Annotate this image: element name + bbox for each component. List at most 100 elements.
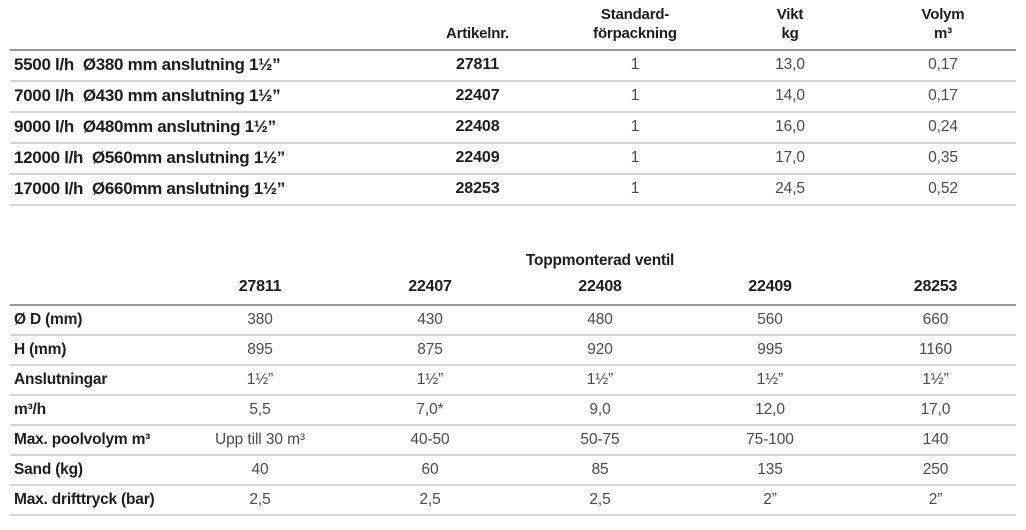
product-label: 7000 l/h Ø430 mm anslutning 1½” — [10, 80, 395, 113]
spec-col-header: 27811 — [175, 275, 345, 306]
product-row: 12000 l/h Ø560mm anslutning 1½” 22409 1 … — [10, 142, 1016, 175]
spec-value: 17,0 — [855, 394, 1016, 426]
spec-value: 9,0 — [515, 394, 685, 426]
weight-value: 24,5 — [710, 173, 870, 206]
spec-value: 2,5 — [515, 484, 685, 516]
spec-title-spacer — [175, 246, 345, 276]
spec-value: 995 — [685, 334, 855, 366]
artikelnr-value: 28253 — [395, 173, 560, 206]
artikelnr-value: 22407 — [395, 80, 560, 113]
spec-value: 12,0 — [685, 394, 855, 426]
spec-row: Max. poolvolym m³ Upp till 30 m³ 40-50 5… — [10, 424, 1016, 456]
spec-title-spacer — [685, 246, 855, 276]
col-header-artikelnr: Artikelnr. — [395, 0, 560, 51]
spec-value: 2,5 — [345, 484, 515, 516]
product-table-header-row: Artikelnr. Standard- förpackning Vikt kg… — [10, 0, 1016, 51]
spec-value: 1½” — [345, 364, 515, 396]
product-label: 17000 l/h Ø660mm anslutning 1½” — [10, 173, 395, 206]
spec-row: H (mm) 895 875 920 995 1160 — [10, 334, 1016, 366]
spec-title-spacer — [855, 246, 1016, 276]
spec-row: Sand (kg) 40 60 85 135 250 — [10, 454, 1016, 486]
artikelnr-value: 22408 — [395, 111, 560, 144]
artikelnr-value: 22409 — [395, 142, 560, 175]
product-row: 9000 l/h Ø480mm anslutning 1½” 22408 1 1… — [10, 111, 1016, 144]
spec-value: 560 — [685, 304, 855, 336]
product-label: 5500 l/h Ø380 mm anslutning 1½” — [10, 49, 395, 82]
spec-value: 5,5 — [175, 394, 345, 426]
volume-value: 0,17 — [870, 80, 1016, 113]
spec-value: 480 — [515, 304, 685, 336]
product-label: 12000 l/h Ø560mm anslutning 1½” — [10, 142, 395, 175]
spec-value: 7,0* — [345, 394, 515, 426]
product-row: 7000 l/h Ø430 mm anslutning 1½” 22407 1 … — [10, 80, 1016, 113]
spec-row-label: Max. drifttryck (bar) — [10, 484, 175, 516]
spec-col-header: 28253 — [855, 275, 1016, 306]
spec-col-header: 22408 — [515, 275, 685, 306]
spec-value: 40 — [175, 454, 345, 486]
volume-value: 0,24 — [870, 111, 1016, 144]
col-header-packaging-line2: förpackning — [593, 24, 677, 42]
col-header-volume: Volym m³ — [870, 0, 1016, 51]
spec-table-title: Toppmonterad ventil — [525, 251, 675, 269]
spec-row-label: H (mm) — [10, 334, 175, 366]
spec-value: 250 — [855, 454, 1016, 486]
spec-row: Max. drifttryck (bar) 2,5 2,5 2,5 2” 2” — [10, 484, 1016, 516]
spec-row: m³/h 5,5 7,0* 9,0 12,0 17,0 — [10, 394, 1016, 426]
spec-sheet-page: Artikelnr. Standard- förpackning Vikt kg… — [10, 0, 1016, 516]
weight-value: 17,0 — [710, 142, 870, 175]
col-header-packaging: Standard- förpackning — [560, 0, 710, 51]
spec-value: 1½” — [855, 364, 1016, 396]
product-table: Artikelnr. Standard- förpackning Vikt kg… — [10, 0, 1016, 206]
spec-value: 135 — [685, 454, 855, 486]
col-header-artikelnr-label: Artikelnr. — [445, 24, 510, 42]
spec-row-label: Ø D (mm) — [10, 304, 175, 336]
spec-value: 60 — [345, 454, 515, 486]
artikelnr-value: 27811 — [395, 49, 560, 82]
spec-value: 50-75 — [515, 424, 685, 456]
product-label-header-empty — [10, 0, 395, 51]
volume-value: 0,52 — [870, 173, 1016, 206]
spec-value: 430 — [345, 304, 515, 336]
spec-row-label: Anslutningar — [10, 364, 175, 396]
spec-row-label: Max. poolvolym m³ — [10, 424, 175, 456]
spec-table-header-row: 27811 22407 22408 22409 28253 — [10, 275, 1016, 306]
spec-value: 2” — [685, 484, 855, 516]
spec-value: 40-50 — [345, 424, 515, 456]
packaging-value: 1 — [560, 80, 710, 113]
col-header-packaging-line1: Standard- — [600, 6, 670, 23]
packaging-value: 1 — [560, 49, 710, 82]
spec-title-spacer — [345, 246, 515, 276]
packaging-value: 1 — [560, 142, 710, 175]
packaging-value: 1 — [560, 173, 710, 206]
packaging-value: 1 — [560, 111, 710, 144]
spec-row-label: m³/h — [10, 394, 175, 426]
product-row: 5500 l/h Ø380 mm anslutning 1½” 27811 1 … — [10, 49, 1016, 82]
spec-value: 75-100 — [685, 424, 855, 456]
spec-value: 1160 — [855, 334, 1016, 366]
spec-col-header: 22407 — [345, 275, 515, 306]
spec-value: 875 — [345, 334, 515, 366]
product-row: 17000 l/h Ø660mm anslutning 1½” 28253 1 … — [10, 173, 1016, 206]
spec-title-spacer — [10, 246, 175, 276]
spec-row: Anslutningar 1½” 1½” 1½” 1½” 1½” — [10, 364, 1016, 396]
spec-table-title-row: Toppmonterad ventil — [10, 246, 1016, 276]
spec-col-header: 22409 — [685, 275, 855, 306]
spec-value: 140 — [855, 424, 1016, 456]
spec-value: 2,5 — [175, 484, 345, 516]
spec-value: 895 — [175, 334, 345, 366]
spec-value: 920 — [515, 334, 685, 366]
spec-label-header-empty — [10, 275, 175, 306]
spec-value: 1½” — [175, 364, 345, 396]
volume-value: 0,35 — [870, 142, 1016, 175]
spec-value: 660 — [855, 304, 1016, 336]
col-header-volume-line1: Volym — [921, 6, 965, 23]
spec-value: 2” — [855, 484, 1016, 516]
col-header-weight-line1: Vikt — [776, 6, 804, 23]
weight-value: 14,0 — [710, 80, 870, 113]
weight-value: 16,0 — [710, 111, 870, 144]
product-label: 9000 l/h Ø480mm anslutning 1½” — [10, 111, 395, 144]
col-header-volume-line2: m³ — [934, 24, 952, 42]
spec-value: 1½” — [685, 364, 855, 396]
spec-value: 85 — [515, 454, 685, 486]
spec-table: Toppmonterad ventil 27811 22407 22408 22… — [10, 246, 1016, 516]
